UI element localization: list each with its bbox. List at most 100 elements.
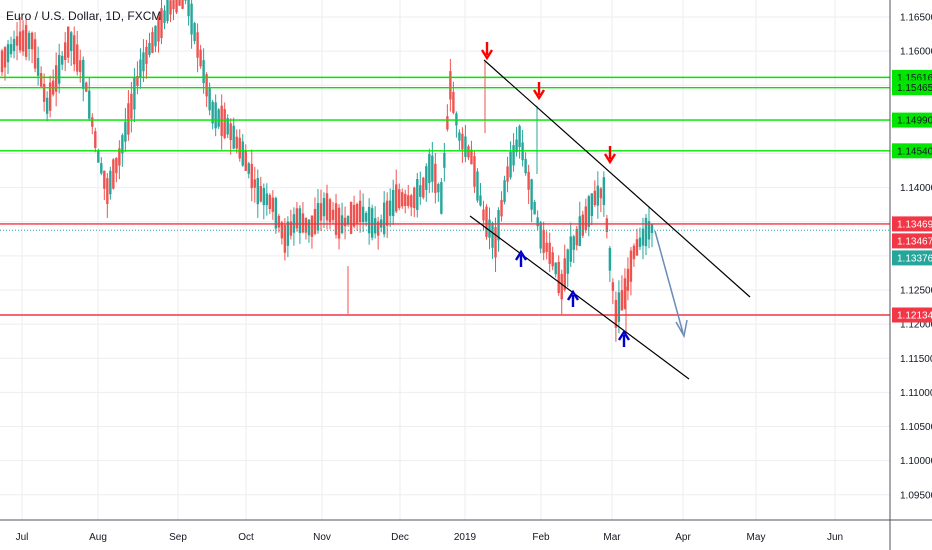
candle-body <box>0 50 4 73</box>
x-tick-label: Dec <box>391 532 409 543</box>
candle-body <box>392 190 395 217</box>
candle-body <box>608 247 612 271</box>
candle-body <box>277 215 281 228</box>
candle-body <box>268 194 272 210</box>
candle-body <box>91 117 94 127</box>
candle-body <box>316 203 320 231</box>
candle-body <box>109 170 112 195</box>
price-tag-bg <box>892 250 932 266</box>
candle-body <box>503 180 506 202</box>
candle-body <box>542 229 545 253</box>
x-tick-label: Aug <box>89 532 107 543</box>
candle-body <box>569 236 572 262</box>
candle-body <box>437 183 440 193</box>
candle-body <box>346 215 350 225</box>
candle-body <box>488 219 491 238</box>
candle-body <box>587 196 591 227</box>
candle-body <box>560 273 563 300</box>
candle-body <box>325 193 329 221</box>
y-tick-label: 1.10500 <box>900 422 932 433</box>
candle-body <box>485 206 488 237</box>
candle-body <box>262 188 266 206</box>
candle-body <box>337 207 341 239</box>
candle-body <box>602 177 606 206</box>
candle-body <box>118 148 121 166</box>
candle-body <box>401 192 404 207</box>
y-tick-label: 1.10000 <box>900 456 932 467</box>
candle-body <box>42 83 46 102</box>
candle-body <box>163 10 166 23</box>
price-tag: 1.13376 <box>892 250 932 266</box>
candle-body <box>322 198 326 217</box>
candle-body <box>103 170 106 189</box>
candle-body <box>464 136 467 157</box>
candle-body <box>376 221 380 236</box>
candle-body <box>358 200 362 223</box>
price-tag-bg <box>892 307 932 323</box>
candle-body <box>398 189 401 208</box>
candle-body <box>563 258 566 290</box>
candle-body <box>425 166 428 191</box>
candle-body <box>154 25 157 47</box>
candle-body <box>440 182 443 214</box>
candle-body <box>229 123 232 141</box>
arrow-down-icon <box>532 82 546 101</box>
x-tick-label: Feb <box>532 532 550 543</box>
price-tag: 1.14540 <box>892 143 932 159</box>
candle-body <box>124 121 127 142</box>
price-tag-label: 1.15465 <box>897 83 932 94</box>
channel-upper-line <box>483 59 751 298</box>
candle-body <box>127 103 130 135</box>
x-tick-label: Mar <box>603 532 621 543</box>
price-tag-bg <box>892 80 932 96</box>
candle-body <box>106 178 109 204</box>
candle-body <box>48 82 52 111</box>
candle-body <box>533 201 536 215</box>
candle-body <box>97 151 100 163</box>
candle-body <box>545 242 548 253</box>
candle-body <box>536 217 539 227</box>
candle-body <box>395 184 398 212</box>
candle-body <box>36 57 40 76</box>
arrow-down-icon <box>603 146 617 165</box>
candle-body <box>388 200 392 216</box>
candle-body <box>57 55 61 84</box>
candle-body <box>635 239 639 256</box>
candle-body <box>331 209 335 221</box>
candle-body <box>24 25 28 57</box>
candle-body <box>21 30 25 52</box>
candle-body <box>644 217 648 247</box>
price-tag: 1.15465 <box>892 80 932 96</box>
candle-body <box>178 0 181 6</box>
support-resistance-levels <box>0 76 890 316</box>
candle-body <box>449 71 452 100</box>
price-tag-bg <box>892 233 932 249</box>
candle-body <box>497 210 500 241</box>
candle-body <box>500 199 503 217</box>
candle-body <box>238 137 241 159</box>
price-tag-bg <box>892 112 932 128</box>
candle-body <box>620 290 624 311</box>
trend-drawings <box>469 42 751 380</box>
y-tick-label: 1.14000 <box>900 183 932 194</box>
candles <box>0 0 654 342</box>
candle-body <box>367 206 371 234</box>
candle-body <box>223 109 226 138</box>
arrow-down-icon <box>480 42 494 61</box>
candle-body <box>27 32 31 49</box>
candle-body <box>79 60 82 73</box>
candle-body <box>313 208 317 234</box>
candle-body <box>584 206 587 231</box>
candle-body <box>259 186 262 202</box>
candle-body <box>623 278 627 309</box>
grid <box>0 0 890 520</box>
candle-body <box>67 26 70 58</box>
candle-body <box>226 118 229 135</box>
candle-body <box>385 200 389 226</box>
candle-body <box>548 242 551 264</box>
candle-body <box>482 209 485 221</box>
candle-body <box>599 188 603 199</box>
